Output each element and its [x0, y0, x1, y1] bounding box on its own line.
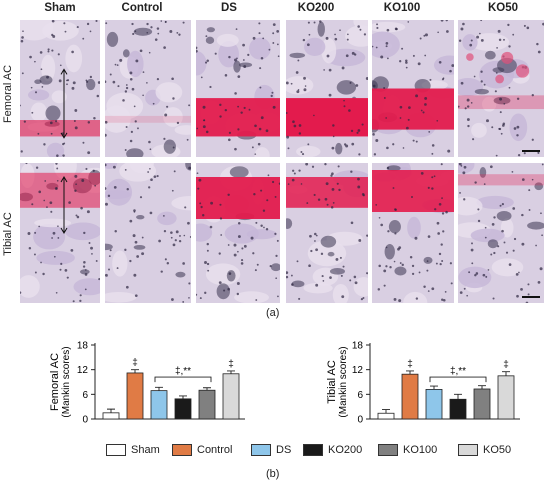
- error-bar-control: [131, 369, 139, 373]
- y-tick-label: 12: [77, 365, 89, 376]
- bar-sham: [102, 412, 120, 420]
- legend: Sham Control DS KO200 KO100 KO50: [0, 442, 550, 458]
- legend-item-sham: Sham: [106, 442, 160, 458]
- error-bar-control: [406, 370, 414, 375]
- legend-item-ko50: KO50: [458, 442, 511, 458]
- column-label-ko100: KO100: [383, 2, 421, 14]
- panel-label-a: (a): [266, 307, 280, 319]
- error-bar-ko50: [227, 370, 235, 374]
- error-bar-ko200: [179, 395, 187, 399]
- histology-tile: [458, 20, 544, 157]
- row-label-femoral: Femoral AC: [2, 64, 14, 124]
- panel-label-b: (b): [266, 468, 280, 480]
- error-bar-sham: [107, 408, 115, 413]
- y-axis-label: Tibial AC: [326, 360, 338, 404]
- legend-item-control: Control: [172, 442, 232, 458]
- histology-tile: [196, 20, 280, 157]
- error-bar-ko50: [502, 371, 510, 376]
- column-label-ko50: KO50: [487, 2, 519, 14]
- bar-sham: [377, 412, 395, 420]
- annotation-ko50: ‡: [503, 360, 509, 371]
- row-label-tibial: Tibial AC: [2, 212, 14, 256]
- bar-control: [126, 372, 144, 420]
- y-tick-label: 18: [352, 341, 364, 352]
- tibial-ac-bar-chart: Tibial AC (Mankin scores) 0 6 12 18 ‡ ‡ ‡,**: [326, 341, 520, 426]
- y-tick-label: 0: [357, 415, 363, 426]
- histology-tile: [20, 163, 100, 303]
- legend-swatch-ds: [251, 444, 271, 456]
- significance-bracket: [429, 376, 487, 383]
- legend-item-ko200: KO200: [303, 442, 362, 458]
- histology-tile: [286, 20, 368, 157]
- legend-swatch-ko100: [378, 444, 398, 456]
- annotation-control: ‡: [407, 359, 413, 370]
- annotation-bracket: ‡,**: [175, 366, 191, 377]
- histology-tile: [196, 163, 280, 303]
- legend-swatch-ko50: [458, 444, 478, 456]
- column-label-control: Control: [121, 2, 163, 14]
- y-axis-label: Femoral AC: [49, 353, 61, 411]
- histology-tile: [458, 163, 544, 303]
- legend-swatch-control: [172, 444, 192, 456]
- histology-tile: [20, 20, 100, 157]
- bar-ds: [150, 390, 168, 420]
- legend-label-ds: DS: [276, 444, 292, 456]
- legend-label-ko200: KO200: [328, 444, 363, 456]
- error-bar-ko100: [478, 385, 486, 389]
- column-label-ko200: KO200: [297, 2, 335, 14]
- histology-tile: [372, 163, 454, 303]
- legend-item-ko100: KO100: [378, 442, 437, 458]
- legend-label-ko50: KO50: [483, 444, 512, 456]
- legend-item-ds: DS: [251, 442, 291, 458]
- histology-tile: [105, 163, 191, 303]
- legend-label-control: Control: [197, 444, 233, 456]
- histology-tile: [105, 20, 191, 157]
- bar-ko100: [473, 388, 491, 420]
- histology-tile: [286, 163, 368, 303]
- column-label-ds: DS: [221, 2, 237, 14]
- y-tick-label: 12: [352, 365, 364, 376]
- bar-ko50: [497, 375, 515, 420]
- bar-ko50: [222, 373, 240, 420]
- bar-ds: [425, 389, 443, 420]
- bar-ko200: [449, 398, 467, 420]
- error-bar-ds: [430, 385, 438, 390]
- bar-ko200: [174, 398, 192, 420]
- annotation-control: ‡: [132, 358, 138, 369]
- column-label-sham: Sham: [44, 2, 76, 14]
- error-bar-sham: [382, 409, 390, 414]
- significance-bracket: [154, 376, 212, 383]
- bar-control: [401, 373, 419, 420]
- annotation-bracket: ‡,**: [450, 366, 466, 377]
- y-axis-label-units: (Mankin scores): [338, 346, 349, 417]
- y-tick-label: 6: [357, 390, 363, 401]
- histology-tile: [372, 20, 454, 157]
- legend-label-ko100: KO100: [403, 444, 438, 456]
- y-tick-label: 18: [77, 341, 89, 352]
- y-tick-label: 0: [82, 415, 88, 426]
- femoral-ac-bar-chart: Femoral AC (Mankin scores) 0 6 12 18 ‡ ‡ ‡,**: [49, 341, 245, 426]
- legend-swatch-ko200: [303, 444, 323, 456]
- legend-label-sham: Sham: [131, 444, 160, 456]
- y-axis-label-units: (Mankin scores): [61, 346, 72, 417]
- error-bar-ko100: [203, 387, 211, 391]
- y-tick-label: 6: [82, 390, 88, 401]
- annotation-ko50: ‡: [228, 359, 234, 370]
- legend-swatch-sham: [106, 444, 126, 456]
- error-bar-ko200: [454, 393, 462, 400]
- error-bar-ds: [155, 386, 163, 391]
- bar-ko100: [198, 389, 216, 420]
